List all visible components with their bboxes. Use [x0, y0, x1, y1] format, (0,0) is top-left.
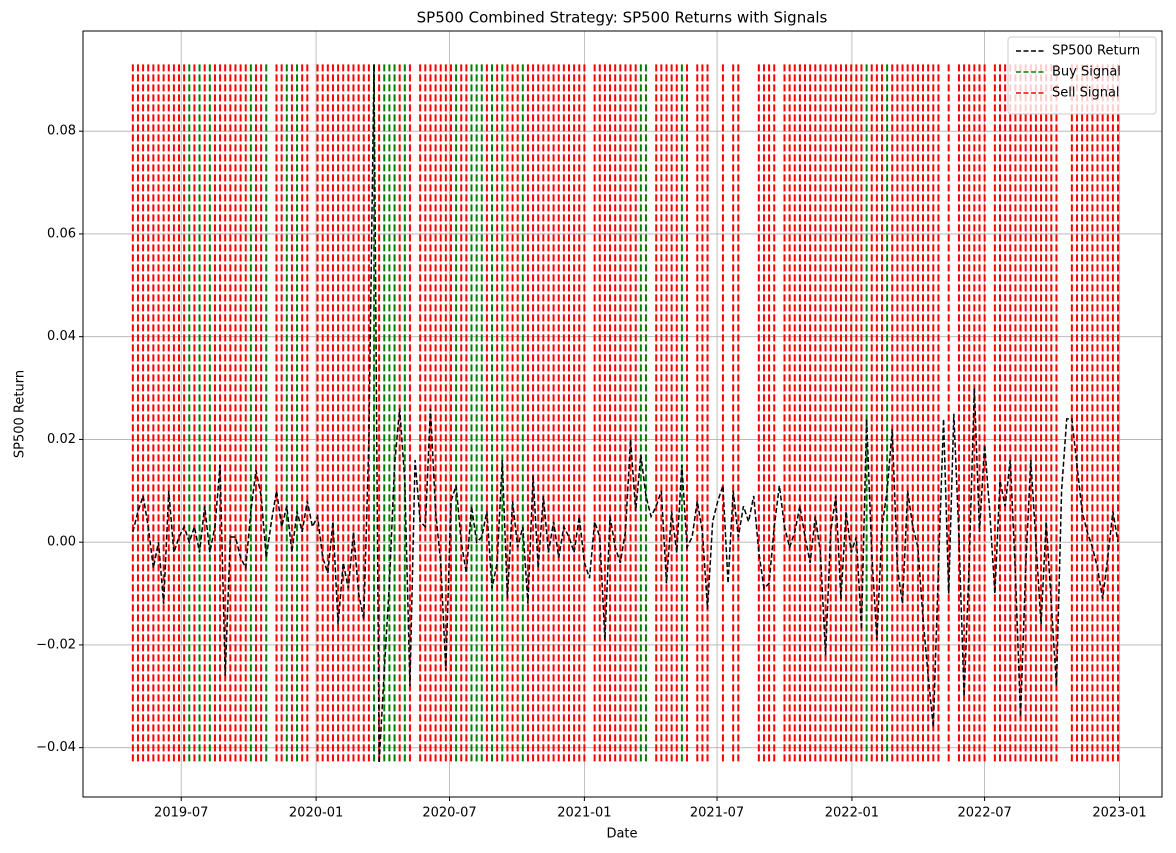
- return-line: [132, 64, 1119, 764]
- x-tick-label: 2021-01: [557, 806, 611, 821]
- legend-label: SP500 Return: [1052, 44, 1140, 59]
- legend-box: [1007, 36, 1157, 115]
- legend-label: Sell Signal: [1052, 86, 1120, 101]
- y-tick-label: 0.08: [47, 124, 76, 139]
- y-tick-label: −0.02: [36, 637, 76, 652]
- x-tick-label: 2019-07: [154, 806, 208, 821]
- plot-frame: [82, 30, 1163, 798]
- y-tick-label: 0.02: [47, 432, 76, 447]
- x-tick-label: 2023-01: [1092, 806, 1146, 821]
- x-tick-label: 2022-07: [957, 806, 1011, 821]
- x-axis-label: Date: [606, 827, 637, 842]
- legend: SP500 Return Buy Signal Sell Signal: [1007, 36, 1157, 115]
- y-tick-label: 0.06: [47, 226, 76, 241]
- chart-title: SP500 Combined Strategy: SP500 Returns w…: [417, 9, 828, 27]
- y-tick-label: 0.04: [47, 329, 76, 344]
- x-tick-label: 2021-07: [690, 806, 744, 821]
- y-tick-label: −0.04: [36, 740, 76, 755]
- x-tick-label: 2022-01: [825, 806, 879, 821]
- y-tick-label: 0.00: [47, 535, 76, 550]
- x-tick-label: 2020-07: [422, 806, 476, 821]
- y-axis-label: SP500 Return: [13, 370, 28, 458]
- legend-label: Buy Signal: [1052, 65, 1121, 80]
- x-tick-label: 2020-01: [289, 806, 343, 821]
